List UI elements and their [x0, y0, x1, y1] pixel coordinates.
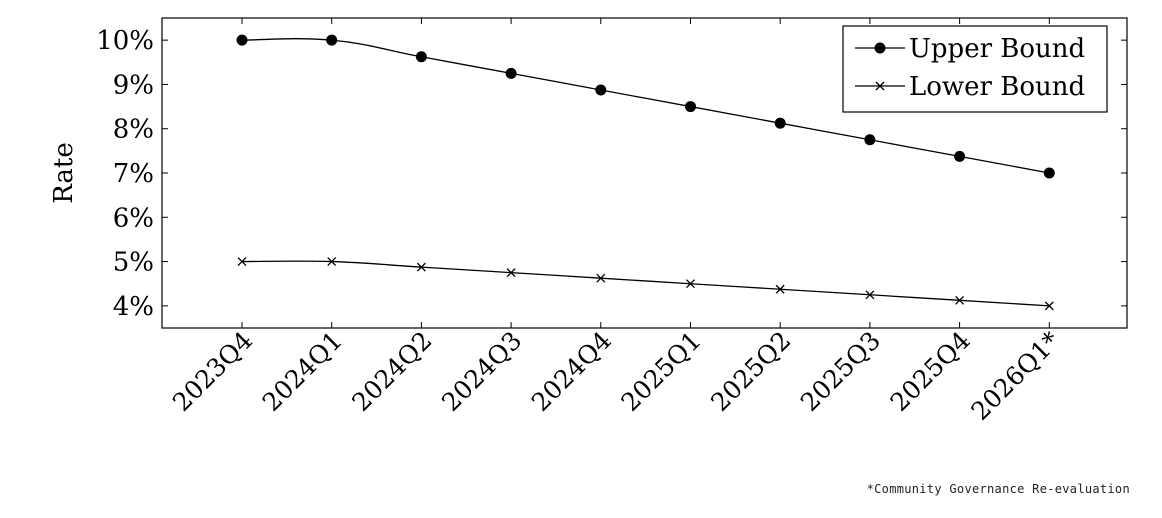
chart-footnote: *Community Governance Re-evaluation	[866, 482, 1130, 496]
data-point-lower-bound	[955, 295, 965, 305]
data-point-lower-bound	[506, 268, 516, 278]
data-point-lower-bound	[686, 279, 695, 289]
data-point-lower-bound	[237, 257, 247, 267]
data-point-upper-bound	[236, 34, 248, 46]
y-tick-label: 6%	[113, 203, 154, 233]
x-tick-label: 2024Q3	[436, 326, 527, 417]
legend-marker-upper-bound	[874, 42, 886, 54]
series-line-upper-bound	[241, 38, 1050, 174]
legend-box	[842, 25, 1108, 113]
data-point-upper-bound	[415, 51, 427, 63]
y-tick-label: 8%	[113, 115, 154, 145]
x-tick-label: 2024Q1	[257, 326, 348, 417]
y-axis-label: Rate	[49, 142, 79, 204]
x-tick-label: 2024Q4	[526, 326, 617, 417]
data-point-upper-bound	[1043, 167, 1055, 179]
data-point-lower-bound	[865, 290, 875, 300]
data-point-lower-bound	[596, 273, 606, 283]
data-point-lower-bound	[1044, 301, 1054, 311]
legend-marker-lower-bound	[875, 81, 885, 91]
legend-label-upper-bound: Upper Bound	[909, 34, 1085, 64]
data-point-upper-bound	[774, 117, 786, 129]
y-tick-label: 7%	[113, 159, 154, 189]
x-tick-label: 2026Q1*	[965, 325, 1065, 425]
x-tick-label: 2025Q3	[795, 326, 886, 417]
data-point-upper-bound	[595, 84, 607, 96]
x-tick-label: 2025Q1	[616, 326, 707, 417]
x-tick-label: 2025Q2	[705, 326, 796, 417]
data-point-upper-bound	[505, 67, 517, 79]
x-tick-label: 2025Q4	[885, 326, 976, 417]
x-tick-label: 2023Q4	[167, 326, 258, 417]
data-point-upper-bound	[864, 134, 876, 146]
y-tick-label: 5%	[113, 248, 154, 278]
data-point-upper-bound	[326, 34, 338, 46]
y-tick-label: 9%	[113, 70, 154, 100]
x-tick-label: 2024Q2	[346, 326, 437, 417]
data-point-lower-bound	[327, 257, 337, 267]
data-point-lower-bound	[416, 262, 426, 272]
y-tick-label: 4%	[113, 292, 154, 322]
y-tick-label: 10%	[96, 26, 154, 56]
data-point-upper-bound	[954, 150, 966, 162]
data-point-lower-bound	[775, 284, 785, 294]
legend-label-lower-bound: Lower Bound	[909, 72, 1085, 102]
data-point-upper-bound	[685, 101, 696, 113]
series-line-lower-bound	[241, 260, 1050, 307]
